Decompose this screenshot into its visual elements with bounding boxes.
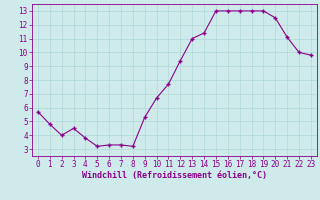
X-axis label: Windchill (Refroidissement éolien,°C): Windchill (Refroidissement éolien,°C) — [82, 171, 267, 180]
